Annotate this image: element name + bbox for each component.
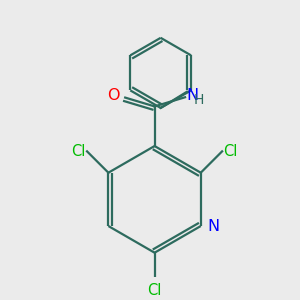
Text: H: H: [194, 93, 204, 107]
Text: Cl: Cl: [71, 144, 85, 159]
Text: O: O: [107, 88, 119, 103]
Text: N: N: [208, 218, 220, 233]
Text: Cl: Cl: [224, 144, 238, 159]
Text: Cl: Cl: [147, 283, 162, 298]
Text: N: N: [187, 88, 199, 103]
